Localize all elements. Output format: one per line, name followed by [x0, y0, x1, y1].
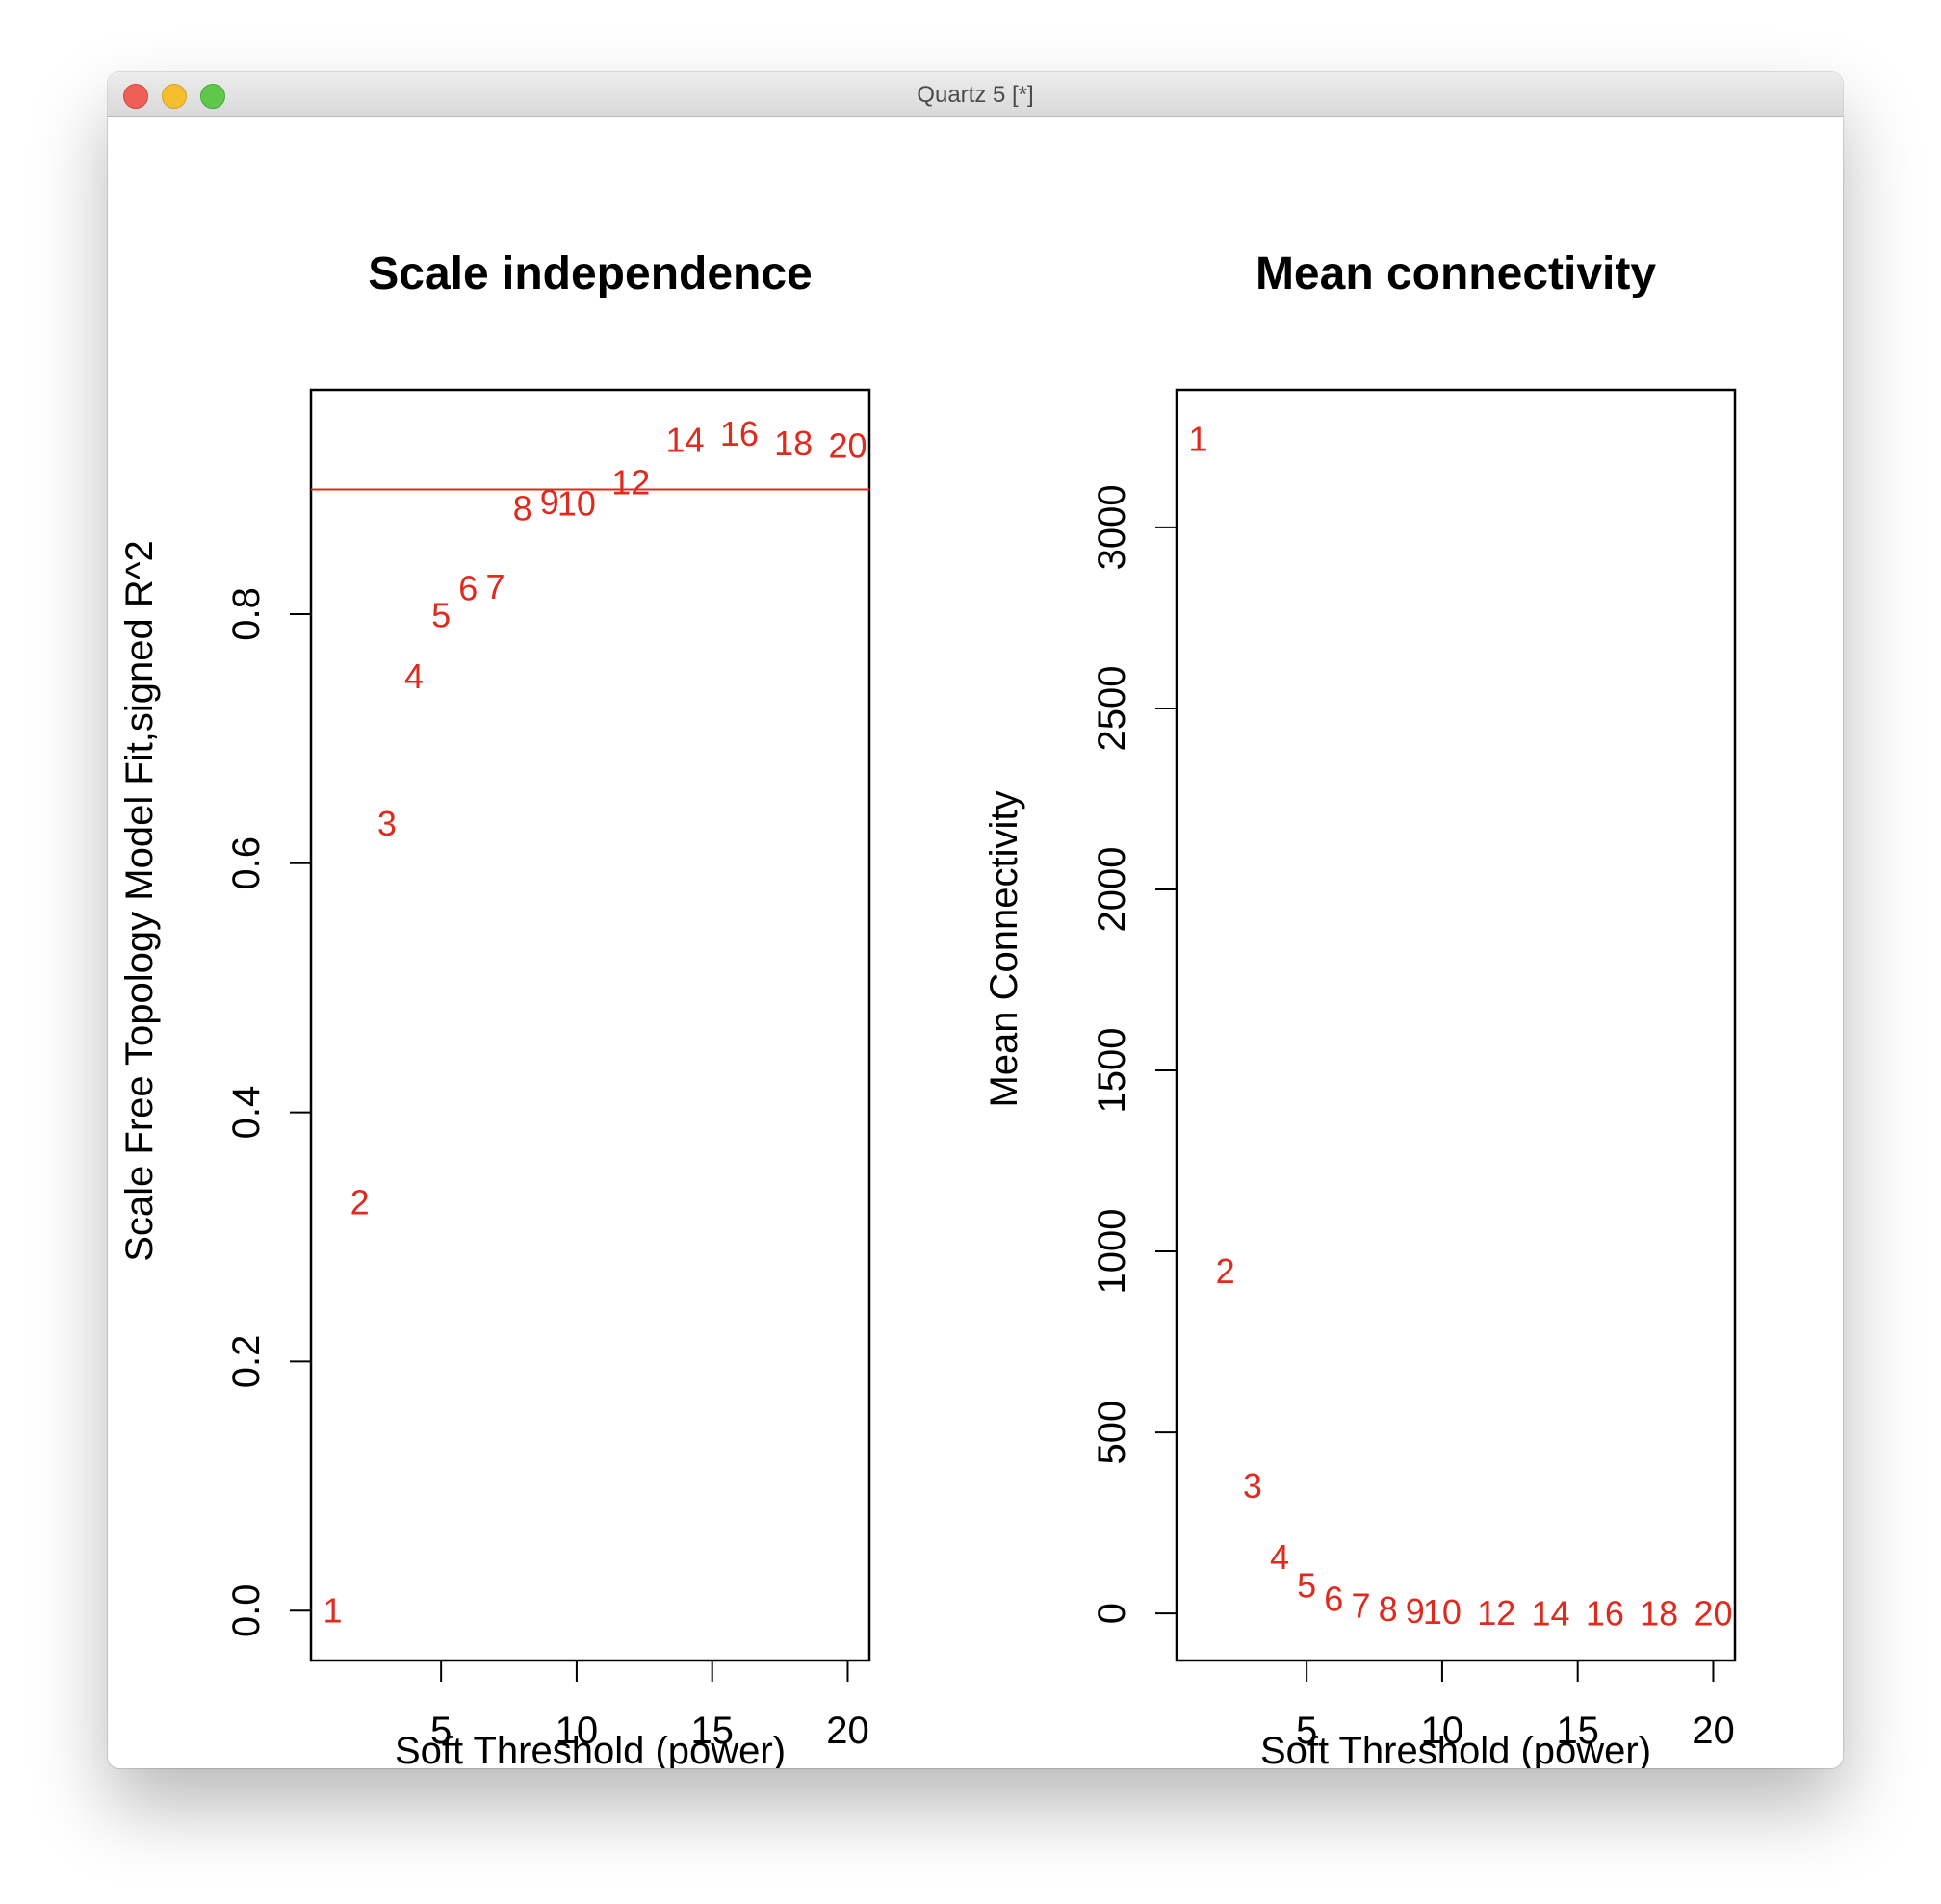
mean-connectivity-x-tick-label: 15 [1556, 1710, 1599, 1752]
scale-independence-point-label: 4 [404, 656, 424, 696]
mean-connectivity-point-label: 2 [1216, 1251, 1235, 1291]
mean-connectivity-point-label: 10 [1423, 1592, 1462, 1632]
mean-connectivity-point-label: 18 [1640, 1594, 1678, 1634]
scale-independence-y-tick-label: 0.6 [225, 836, 268, 890]
maximize-window-icon[interactable] [200, 84, 225, 109]
scale-independence-point-label: 7 [485, 567, 505, 606]
mean-connectivity-point-label: 7 [1351, 1585, 1370, 1625]
mean-connectivity-x-tick-label: 10 [1421, 1710, 1464, 1752]
mean-connectivity-y-tick-label: 3000 [1091, 484, 1133, 570]
mean-connectivity-point-label: 9 [1406, 1591, 1425, 1631]
mean-connectivity-point-label: 1 [1189, 419, 1208, 458]
mean-connectivity-y-axis-label: Mean Connectivity [983, 790, 1025, 1107]
close-window-icon[interactable] [123, 84, 148, 109]
mean-connectivity-y-tick-label: 1000 [1091, 1209, 1133, 1295]
mean-connectivity-point-label: 8 [1379, 1589, 1398, 1629]
scale-independence-y-tick-label: 0.0 [225, 1583, 268, 1637]
mean-connectivity-point-label: 4 [1270, 1537, 1289, 1577]
mean-connectivity-point-label: 3 [1243, 1466, 1262, 1505]
mean-connectivity-point-label: 20 [1694, 1594, 1732, 1634]
quartz-window: Quartz 5 [*] Scale independence 5 10 15 20 0.… [108, 72, 1843, 1768]
scale-independence-point-label: 12 [611, 462, 650, 502]
scale-independence-title: Scale independence [368, 248, 813, 299]
scale-independence-point-label: 14 [666, 420, 705, 459]
scale-independence-x-tick-label: 10 [556, 1710, 599, 1752]
scale-independence-point-label: 18 [774, 424, 813, 463]
scale-independence-plot-frame [309, 388, 871, 1662]
scale-independence-y-tick-label: 0.2 [225, 1335, 268, 1389]
scale-independence-point-label: 6 [458, 568, 478, 607]
mean-connectivity-x-tick-label: 20 [1692, 1710, 1735, 1752]
mean-connectivity-x-axis-label: Soft Threshold (power) [1260, 1730, 1651, 1768]
minimize-window-icon[interactable] [162, 84, 187, 109]
mean-connectivity-y-tick-label: 0 [1091, 1603, 1133, 1624]
mean-connectivity-y-tick-label: 1500 [1091, 1028, 1133, 1114]
plot-area: Scale independence 5 10 15 20 0.0 0.2 0.4 0.6 0.8… [108, 116, 1843, 1768]
mean-connectivity-point-label: 14 [1532, 1593, 1570, 1633]
mean-connectivity-title: Mean connectivity [1255, 248, 1656, 299]
window-title: Quartz 5 [*] [917, 82, 1034, 108]
scale-independence-point-label: 10 [557, 483, 596, 523]
scale-independence-point-label: 5 [431, 596, 451, 635]
window-titlebar[interactable]: Quartz 5 [*] [108, 72, 1843, 117]
scale-independence-point-label: 1 [324, 1591, 343, 1631]
mean-connectivity-y-tick-label: 2000 [1091, 846, 1133, 932]
mean-connectivity-y-tick-label: 500 [1091, 1401, 1133, 1465]
scale-independence-x-tick-label: 5 [430, 1710, 452, 1752]
scale-independence-x-tick-label: 20 [826, 1710, 869, 1752]
scale-independence-x-axis-label: Soft Threshold (power) [395, 1730, 786, 1768]
mean-connectivity-point-label: 5 [1297, 1566, 1316, 1606]
scale-independence-point-label: 2 [350, 1182, 370, 1222]
scale-independence-point-label: 8 [513, 488, 532, 527]
scale-independence-point-label: 20 [828, 426, 867, 466]
mean-connectivity-point-label: 16 [1586, 1593, 1624, 1633]
mean-connectivity-point-label: 12 [1477, 1593, 1515, 1633]
scale-independence-y-tick-label: 0.8 [225, 587, 268, 641]
mean-connectivity-y-tick-label: 2500 [1091, 665, 1133, 751]
scale-independence-y-tick-label: 0.4 [225, 1086, 268, 1140]
scale-independence-point-label: 3 [377, 804, 397, 843]
mean-connectivity-x-tick-label: 5 [1296, 1710, 1317, 1752]
scale-independence-y-axis-label: Scale Free Topology Model Fit,signed R^2 [118, 540, 161, 1262]
scale-independence-x-tick-label: 15 [690, 1710, 734, 1752]
mean-connectivity-plot-frame [1175, 388, 1737, 1662]
mean-connectivity-point-label: 6 [1324, 1580, 1343, 1619]
scale-independence-point-label: 9 [540, 482, 559, 522]
scale-independence-point-label: 16 [720, 414, 759, 453]
